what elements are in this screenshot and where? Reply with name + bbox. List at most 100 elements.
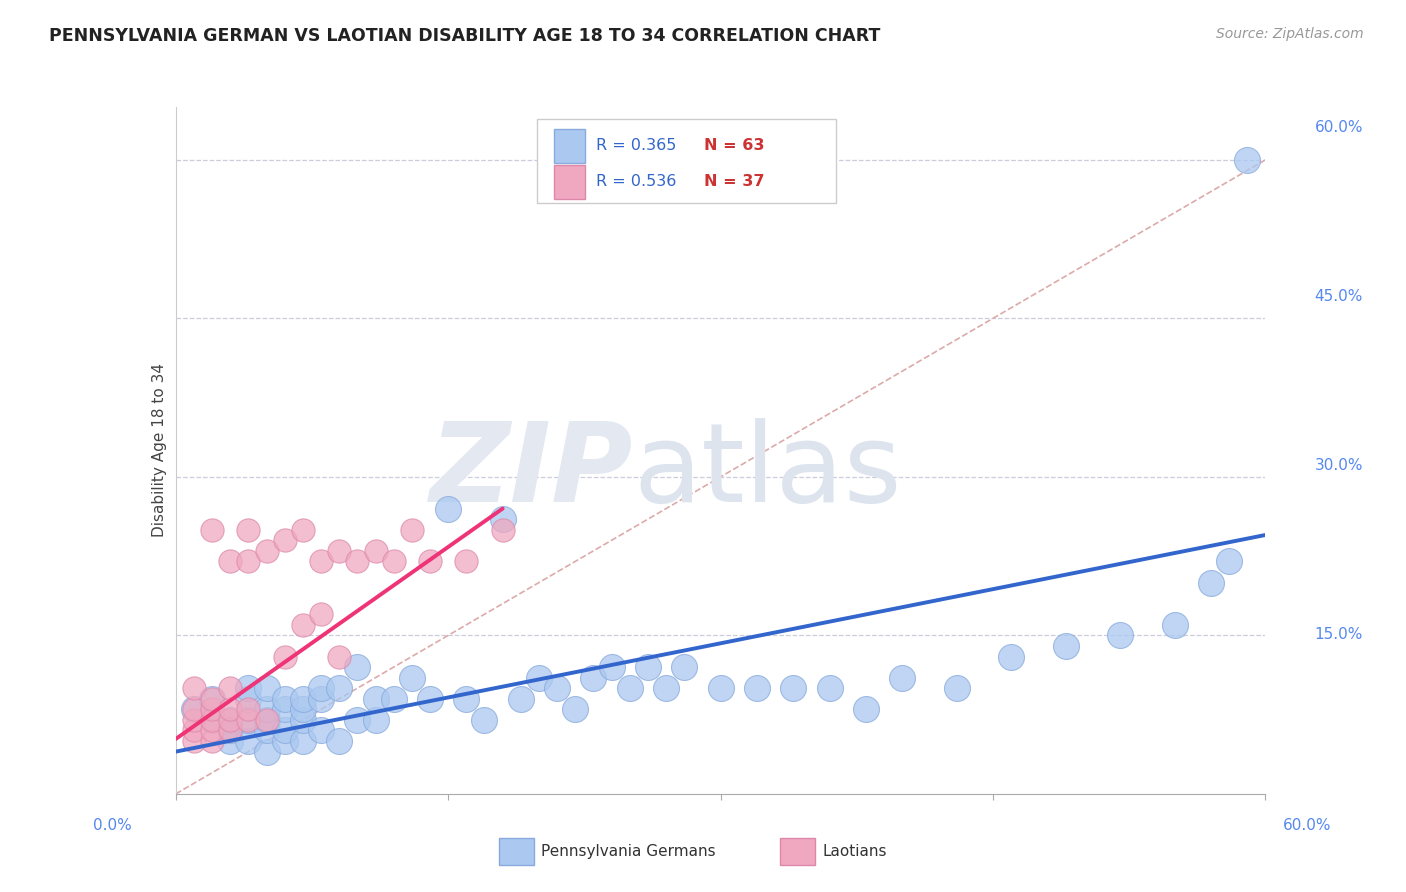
- Point: [291, 702, 314, 716]
- Text: ZIP: ZIP: [430, 417, 633, 524]
- Point: [710, 681, 733, 696]
- Point: [346, 554, 368, 568]
- Bar: [499, 838, 534, 865]
- Point: [183, 702, 205, 716]
- Point: [201, 702, 224, 716]
- Point: [673, 660, 696, 674]
- Point: [219, 702, 242, 716]
- Point: [745, 681, 768, 696]
- Text: N = 37: N = 37: [704, 175, 765, 189]
- Point: [600, 660, 623, 674]
- Point: [401, 523, 423, 537]
- Point: [238, 713, 260, 727]
- Point: [474, 713, 496, 727]
- Text: Laotians: Laotians: [823, 845, 887, 859]
- Point: [238, 523, 260, 537]
- Text: 0.0%: 0.0%: [93, 818, 132, 832]
- Point: [201, 523, 224, 537]
- Point: [238, 554, 260, 568]
- Point: [346, 660, 368, 674]
- Point: [1054, 639, 1077, 653]
- Point: [274, 533, 297, 548]
- Point: [945, 681, 967, 696]
- Point: [274, 691, 297, 706]
- Point: [582, 671, 605, 685]
- Point: [238, 702, 260, 716]
- Point: [256, 713, 278, 727]
- Point: [238, 691, 260, 706]
- Point: [382, 554, 405, 568]
- Point: [238, 681, 260, 696]
- Point: [346, 713, 368, 727]
- Point: [328, 544, 350, 558]
- Point: [219, 713, 242, 727]
- Point: [274, 702, 297, 716]
- Point: [419, 691, 441, 706]
- Point: [546, 681, 568, 696]
- Point: [256, 713, 278, 727]
- Point: [201, 691, 224, 706]
- Point: [183, 702, 205, 716]
- Point: [328, 649, 350, 664]
- Point: [492, 512, 515, 526]
- Point: [256, 544, 278, 558]
- Point: [564, 702, 586, 716]
- Text: 15.0%: 15.0%: [1315, 626, 1362, 641]
- Text: Source: ZipAtlas.com: Source: ZipAtlas.com: [1216, 27, 1364, 41]
- Point: [201, 713, 224, 727]
- Point: [1199, 575, 1222, 590]
- Point: [256, 702, 278, 716]
- Point: [183, 713, 205, 727]
- Point: [401, 671, 423, 685]
- Point: [1218, 554, 1240, 568]
- Point: [655, 681, 678, 696]
- Point: [256, 681, 278, 696]
- Point: [183, 723, 205, 738]
- Text: R = 0.365: R = 0.365: [596, 138, 676, 153]
- Point: [201, 713, 224, 727]
- Point: [219, 723, 242, 738]
- Text: R = 0.536: R = 0.536: [596, 175, 676, 189]
- Point: [1109, 628, 1132, 642]
- Point: [291, 523, 314, 537]
- Point: [291, 691, 314, 706]
- Y-axis label: Disability Age 18 to 34: Disability Age 18 to 34: [152, 363, 167, 538]
- Point: [201, 691, 224, 706]
- Point: [291, 734, 314, 748]
- Point: [527, 671, 550, 685]
- Point: [382, 691, 405, 706]
- Point: [1000, 649, 1022, 664]
- Text: 60.0%: 60.0%: [1284, 818, 1331, 832]
- Point: [309, 607, 332, 622]
- Point: [437, 501, 460, 516]
- Point: [1236, 153, 1258, 167]
- Point: [274, 734, 297, 748]
- Point: [219, 713, 242, 727]
- Point: [456, 691, 478, 706]
- Point: [219, 734, 242, 748]
- FancyBboxPatch shape: [537, 119, 835, 203]
- Text: Pennsylvania Germans: Pennsylvania Germans: [541, 845, 716, 859]
- Bar: [554, 165, 585, 199]
- Point: [309, 681, 332, 696]
- Point: [219, 554, 242, 568]
- Point: [637, 660, 659, 674]
- Point: [364, 544, 387, 558]
- Point: [891, 671, 914, 685]
- Point: [419, 554, 441, 568]
- Point: [238, 734, 260, 748]
- Point: [855, 702, 877, 716]
- Text: N = 63: N = 63: [704, 138, 765, 153]
- Point: [219, 681, 242, 696]
- Point: [818, 681, 841, 696]
- Point: [256, 745, 278, 759]
- Point: [183, 734, 205, 748]
- Text: 30.0%: 30.0%: [1315, 458, 1362, 473]
- Point: [1163, 617, 1185, 632]
- Point: [456, 554, 478, 568]
- Point: [274, 649, 297, 664]
- Point: [509, 691, 531, 706]
- Point: [364, 713, 387, 727]
- Point: [364, 691, 387, 706]
- Point: [291, 713, 314, 727]
